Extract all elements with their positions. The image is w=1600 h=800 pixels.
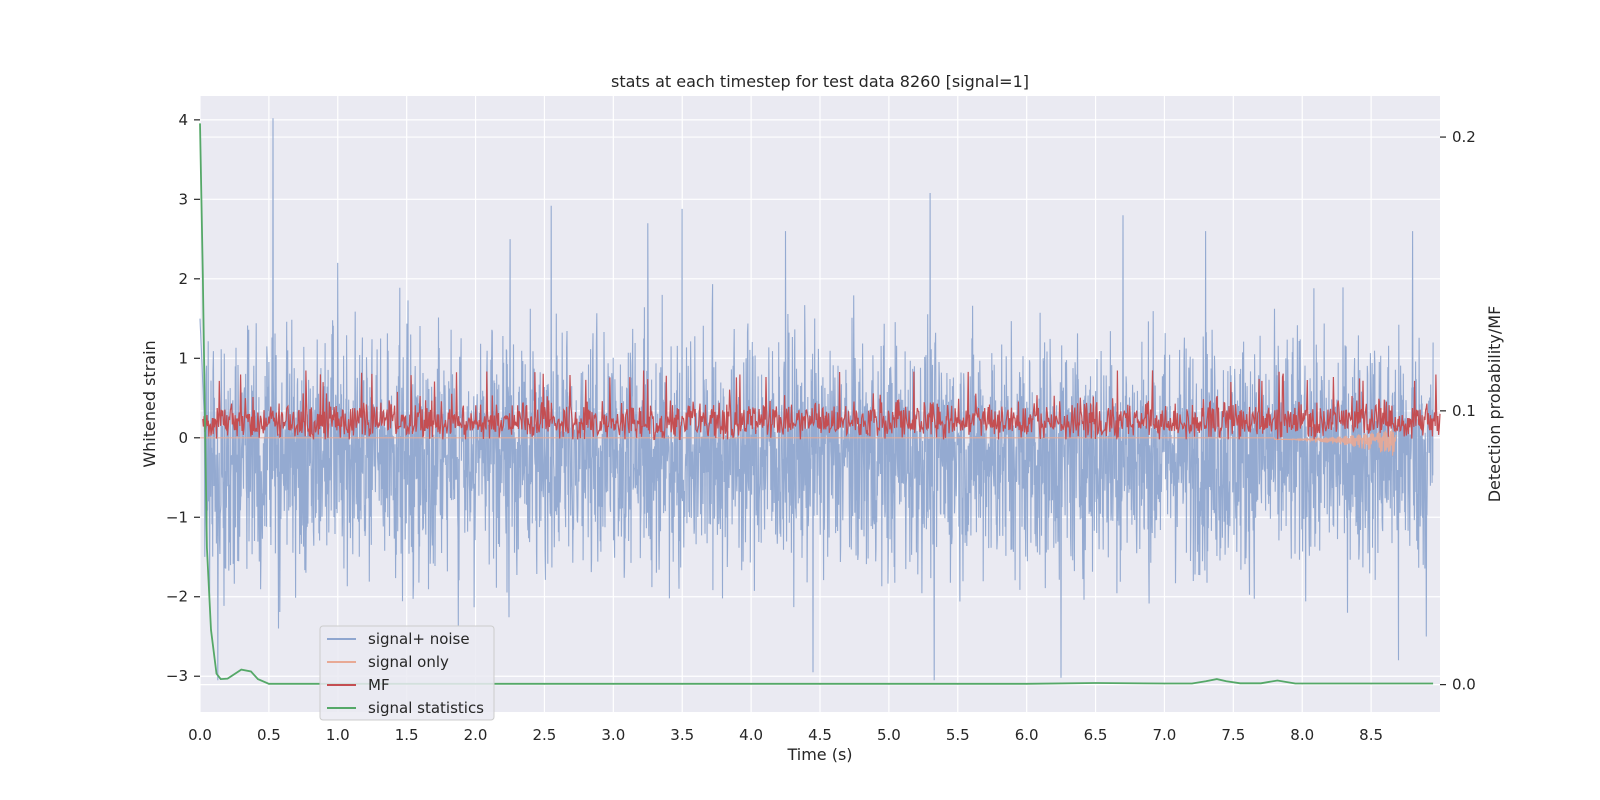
y-tick-label: −3 bbox=[166, 667, 188, 685]
x-tick-label: 6.0 bbox=[1015, 726, 1039, 744]
x-tick-label: 1.0 bbox=[326, 726, 350, 744]
series-signal-statistics bbox=[199, 123, 1434, 685]
x-tick-label: 6.5 bbox=[1084, 726, 1108, 744]
series-layer bbox=[199, 118, 1441, 685]
x-tick-label: 5.5 bbox=[946, 726, 970, 744]
x-tick-label: 8.5 bbox=[1359, 726, 1383, 744]
y-tick-label: 3 bbox=[178, 190, 188, 208]
y-tick-label: −2 bbox=[166, 588, 188, 606]
x-tick-label: 7.0 bbox=[1153, 726, 1177, 744]
x-tick-label: 8.0 bbox=[1290, 726, 1314, 744]
x-axis: 0.0 0.5 1.0 1.5 2.0 2.5 3.0 3.5 4.0 4.5 5.0 5.5 6.0 6… bbox=[188, 726, 1383, 744]
y-tick-label: 0 bbox=[178, 429, 188, 447]
x-tick-label: 5.0 bbox=[877, 726, 901, 744]
x-tick-label: 2.5 bbox=[533, 726, 557, 744]
legend: signal+ noise signal only MF signal stat… bbox=[319, 625, 495, 721]
y-axis-left: −3 −2 −1 0 1 2 3 4 bbox=[166, 111, 200, 685]
x-tick-label: 2.0 bbox=[464, 726, 488, 744]
legend-label-signal-only: signal only bbox=[368, 653, 449, 671]
x-tick-label: 4.0 bbox=[739, 726, 763, 744]
legend-label-mf: MF bbox=[368, 676, 390, 694]
x-tick-label: 3.0 bbox=[601, 726, 625, 744]
x-tick-label: 4.5 bbox=[808, 726, 832, 744]
y2-tick-label: 0.1 bbox=[1452, 402, 1476, 420]
legend-label-signal-statistics: signal statistics bbox=[368, 699, 484, 717]
y-tick-label: 2 bbox=[178, 270, 188, 288]
x-tick-label: 3.5 bbox=[670, 726, 694, 744]
y2-axis-label: Detection probability/MF bbox=[1485, 306, 1504, 503]
y-tick-label: 1 bbox=[178, 349, 188, 367]
chart-title: stats at each timestep for test data 826… bbox=[611, 72, 1029, 91]
x-tick-label: 7.5 bbox=[1221, 726, 1245, 744]
x-axis-label: Time (s) bbox=[786, 745, 852, 764]
y2-tick-label: 0.2 bbox=[1452, 128, 1476, 146]
series-mf bbox=[202, 370, 1441, 441]
x-tick-label: 1.5 bbox=[395, 726, 419, 744]
y2-tick-label: 0.0 bbox=[1452, 676, 1476, 694]
y-tick-label: 4 bbox=[178, 111, 188, 129]
y-axis-label: Whitened strain bbox=[140, 340, 159, 467]
legend-label-signal-noise: signal+ noise bbox=[368, 630, 470, 648]
legend-frame bbox=[319, 625, 495, 721]
x-tick-label: 0.0 bbox=[188, 726, 212, 744]
series-signal-noise bbox=[199, 118, 1434, 681]
y-tick-label: −1 bbox=[166, 508, 188, 526]
y-axis-right: 0.0 0.1 0.2 bbox=[1440, 128, 1476, 694]
series-signal-only bbox=[200, 429, 1397, 456]
x-tick-label: 0.5 bbox=[257, 726, 281, 744]
